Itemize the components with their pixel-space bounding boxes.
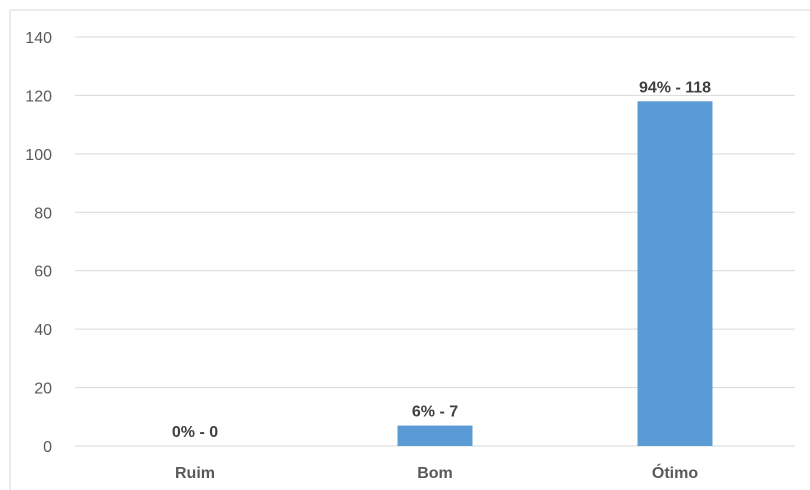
y-axis-tick-labels: 0 20 40 60 80 100 120 140 [25,30,52,456]
y-tick-label: 140 [25,30,52,47]
x-category-label: Ruim [175,465,215,482]
y-tick-label: 120 [25,88,52,105]
data-label: 94% - 118 [639,79,711,96]
y-tick-label: 0 [43,439,52,456]
x-axis-category-labels: Ruim Bom Ótimo [175,463,698,482]
y-tick-label: 40 [34,322,52,339]
data-label: 6% - 7 [412,404,458,421]
x-category-label: Ótimo [652,463,698,482]
data-label: 0% - 0 [172,424,218,441]
bars [397,101,713,447]
y-tick-label: 80 [34,205,52,222]
y-tick-label: 60 [34,264,52,281]
y-tick-label: 20 [34,381,52,398]
gridlines [75,36,795,447]
data-labels: 0% - 0 6% - 7 94% - 118 [172,79,711,441]
bar [637,101,713,447]
y-tick-label: 100 [25,147,52,164]
bar [397,425,473,446]
x-category-label: Bom [417,465,453,482]
